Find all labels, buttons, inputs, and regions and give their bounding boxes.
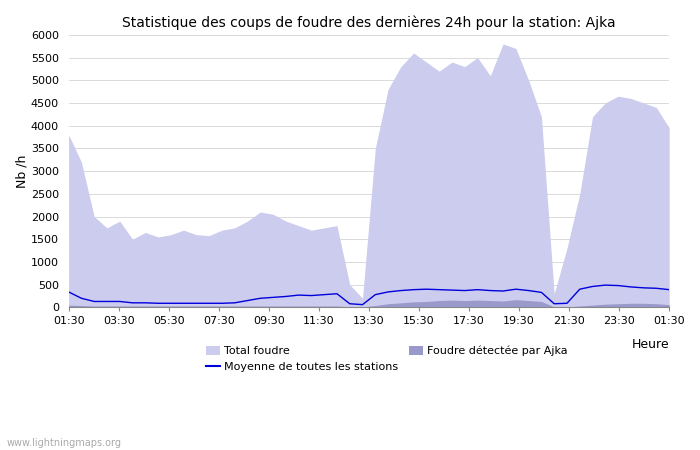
Text: www.lightningmaps.org: www.lightningmaps.org bbox=[7, 438, 122, 448]
Legend: Total foudre, Moyenne de toutes les stations, Foudre détectée par Ajka: Total foudre, Moyenne de toutes les stat… bbox=[206, 346, 568, 372]
Title: Statistique des coups de foudre des dernières 24h pour la station: Ajka: Statistique des coups de foudre des dern… bbox=[122, 15, 616, 30]
Y-axis label: Nb /h: Nb /h bbox=[15, 154, 28, 188]
Text: Heure: Heure bbox=[631, 338, 669, 351]
